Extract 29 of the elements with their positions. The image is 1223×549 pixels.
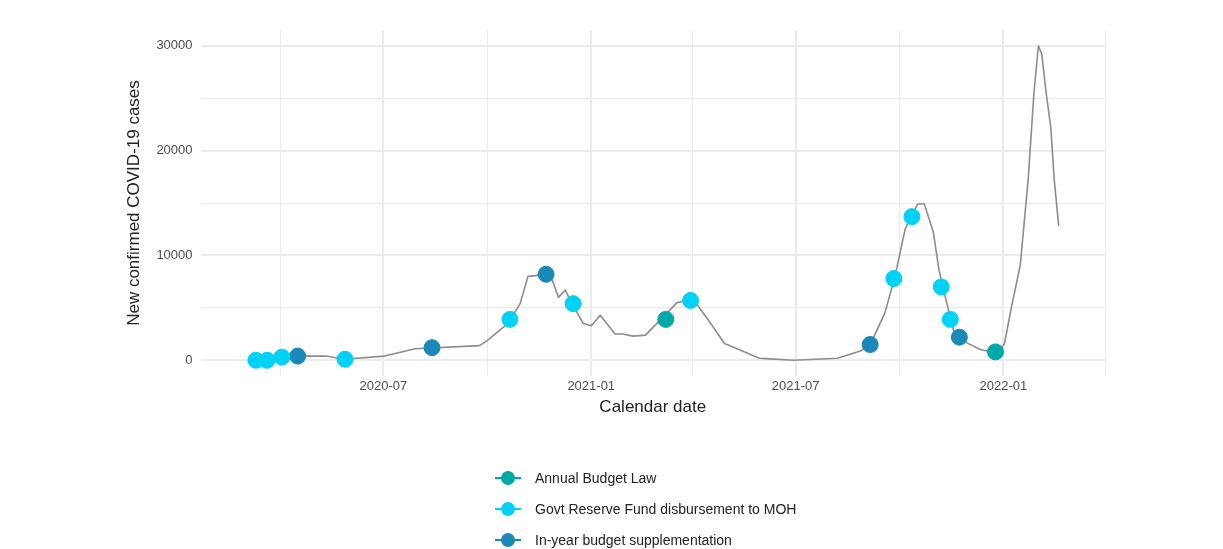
point [950, 328, 968, 346]
point [682, 292, 700, 310]
point [501, 310, 519, 328]
legend-label: Govt Reserve Fund disbursement to MOH [535, 500, 797, 517]
x-tick-label: 2021-01 [567, 378, 616, 394]
y-tick-label: 0 [185, 351, 193, 367]
point [903, 208, 921, 226]
point [336, 350, 354, 368]
point [932, 278, 950, 296]
legend-label: Annual Budget Law [535, 469, 657, 486]
y-tick-label: 10000 [156, 247, 193, 262]
point [564, 295, 582, 313]
point [537, 265, 555, 283]
y-tick-label: 20000 [156, 142, 193, 158]
x-tick-label: 2022-01 [979, 378, 1028, 394]
point [986, 343, 1004, 361]
x-tick-label: 2020-07 [359, 378, 408, 394]
y-tick-label: 30000 [156, 37, 193, 53]
point [423, 339, 441, 357]
legend-label: In-year budget supplementation [535, 531, 732, 548]
point [289, 347, 307, 365]
x-axis-title: Calendar date [599, 397, 707, 417]
point [941, 310, 959, 328]
y-axis-title: New confirmed COVID-19 cases [123, 80, 143, 326]
point [273, 348, 291, 366]
x-tick-label: 2021-07 [771, 378, 820, 394]
point [861, 336, 879, 354]
point [885, 269, 903, 287]
point [657, 310, 675, 328]
